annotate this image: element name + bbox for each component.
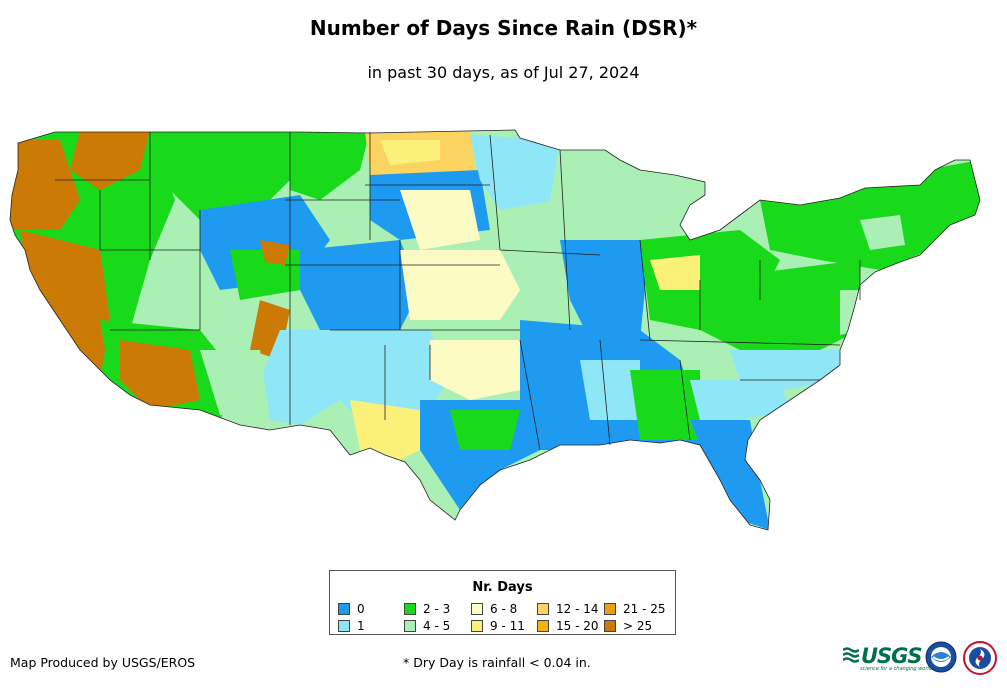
usgs-logo: USGS bbox=[843, 644, 923, 668]
legend-swatch-2-3 bbox=[404, 603, 416, 615]
legend-box: Nr. Days 0 1 2 - 3 4 - 5 6 - 8 9 - 11 12… bbox=[329, 570, 676, 635]
legend-item-15-20: 15 - 20 bbox=[537, 619, 599, 633]
legend-swatch-6-8 bbox=[471, 603, 483, 615]
legend-item-9-11: 9 - 11 bbox=[471, 619, 525, 633]
legend-item-gt-25: > 25 bbox=[604, 619, 652, 633]
us-dsr-map bbox=[9, 129, 981, 531]
noaa-logo-icon bbox=[925, 641, 957, 673]
legend-title: Nr. Days bbox=[472, 580, 533, 595]
legend-swatch-gt-25 bbox=[604, 620, 616, 632]
usgs-tagline: science for a changing world bbox=[860, 666, 932, 672]
legend-label-21-25: 21 - 25 bbox=[623, 602, 666, 616]
usgs-wordmark: USGS bbox=[861, 644, 923, 668]
legend-swatch-1 bbox=[338, 620, 350, 632]
legend-label-2-3: 2 - 3 bbox=[423, 602, 451, 616]
legend-item-21-25: 21 - 25 bbox=[604, 602, 666, 616]
legend-item-4-5: 4 - 5 bbox=[404, 619, 450, 633]
legend-label-12-14: 12 - 14 bbox=[556, 602, 599, 616]
dry-day-footnote: * Dry Day is rainfall < 0.04 in. bbox=[403, 655, 591, 670]
legend-item-6-8: 6 - 8 bbox=[471, 602, 517, 616]
map-credit: Map Produced by USGS/EROS bbox=[10, 655, 196, 670]
legend-label-1: 1 bbox=[357, 619, 365, 633]
legend-item-12-14: 12 - 14 bbox=[537, 602, 599, 616]
usgs-wave-icon bbox=[843, 647, 859, 663]
legend-item-2-3: 2 - 3 bbox=[404, 602, 450, 616]
legend-label-9-11: 9 - 11 bbox=[490, 619, 525, 633]
legend-label-6-8: 6 - 8 bbox=[490, 602, 518, 616]
map-title: Number of Days Since Rain (DSR)* bbox=[309, 16, 698, 40]
legend-swatch-4-5 bbox=[404, 620, 416, 632]
legend-swatch-0 bbox=[338, 603, 350, 615]
legend-item-1: 1 bbox=[338, 619, 365, 633]
legend-item-0: 0 bbox=[338, 602, 365, 616]
nws-logo-icon bbox=[963, 641, 997, 675]
legend-swatch-12-14 bbox=[537, 603, 549, 615]
legend-label-15-20: 15 - 20 bbox=[556, 619, 599, 633]
legend-label-0: 0 bbox=[357, 602, 365, 616]
legend-swatch-21-25 bbox=[604, 603, 616, 615]
legend-swatch-9-11 bbox=[471, 620, 483, 632]
map-subtitle: in past 30 days, as of Jul 27, 2024 bbox=[367, 63, 640, 82]
legend-label-gt-25: > 25 bbox=[623, 619, 653, 633]
legend-swatch-15-20 bbox=[537, 620, 549, 632]
legend-label-4-5: 4 - 5 bbox=[423, 619, 451, 633]
